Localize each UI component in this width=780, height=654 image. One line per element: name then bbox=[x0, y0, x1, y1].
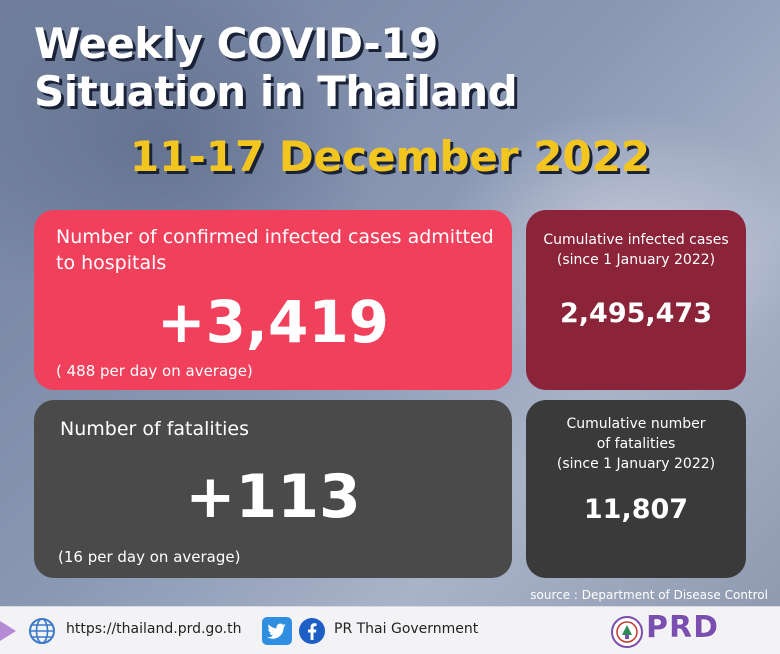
title-line-1: Weekly COVID-19 bbox=[34, 19, 438, 68]
facebook-icon[interactable] bbox=[298, 617, 326, 645]
cumulative-infected-label-2: (since 1 January 2022) bbox=[556, 252, 716, 268]
cumulative-fatalities-label-3: (since 1 January 2022) bbox=[556, 456, 716, 472]
hospital-cases-label: Number of confirmed infected cases admit… bbox=[56, 226, 494, 274]
prd-seal-icon bbox=[611, 616, 643, 648]
fatalities-card: Number of fatalities +113 (16 per day on… bbox=[34, 400, 512, 578]
social-account-label[interactable]: PR Thai Government bbox=[334, 621, 479, 637]
hospital-cases-average: ( 488 per day on average) bbox=[56, 362, 253, 380]
fatalities-label: Number of fatalities bbox=[60, 418, 250, 440]
website-link[interactable]: https://thailand.prd.go.th bbox=[66, 621, 242, 637]
cumulative-infected-card: Cumulative infected cases (since 1 Janua… bbox=[526, 210, 746, 390]
footer-bar: https://thailand.prd.go.th PR Thai Gover… bbox=[0, 606, 780, 654]
twitter-icon[interactable] bbox=[262, 617, 292, 645]
hospital-cases-value: +3,419 bbox=[156, 288, 390, 356]
cumulative-fatalities-value: 11,807 bbox=[583, 494, 689, 525]
title-line-2: Situation in Thailand bbox=[34, 67, 518, 116]
arrow-marker-icon bbox=[0, 621, 16, 641]
globe-icon bbox=[29, 618, 55, 644]
date-range: 11-17 December 2022 bbox=[129, 132, 651, 181]
cumulative-infected-label-1: Cumulative infected cases bbox=[543, 232, 729, 248]
cumulative-fatalities-card: Cumulative number of fatalities (since 1… bbox=[526, 400, 746, 578]
fatalities-value: +113 bbox=[185, 462, 361, 532]
prd-logo-text: PRD bbox=[646, 610, 719, 645]
source-note: source : Department of Disease Control bbox=[530, 588, 768, 602]
cumulative-fatalities-label-1: Cumulative number bbox=[566, 416, 706, 432]
cumulative-infected-value: 2,495,473 bbox=[559, 298, 713, 329]
fatalities-average: (16 per day on average) bbox=[58, 548, 241, 566]
hospital-cases-card: Number of confirmed infected cases admit… bbox=[34, 210, 512, 390]
page-title: Weekly COVID-19 Situation in Thailand bbox=[34, 19, 518, 116]
cumulative-fatalities-label-2: of fatalities bbox=[596, 436, 676, 452]
